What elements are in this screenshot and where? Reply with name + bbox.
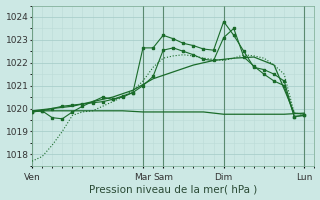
X-axis label: Pression niveau de la mer( hPa ): Pression niveau de la mer( hPa ) xyxy=(89,184,257,194)
